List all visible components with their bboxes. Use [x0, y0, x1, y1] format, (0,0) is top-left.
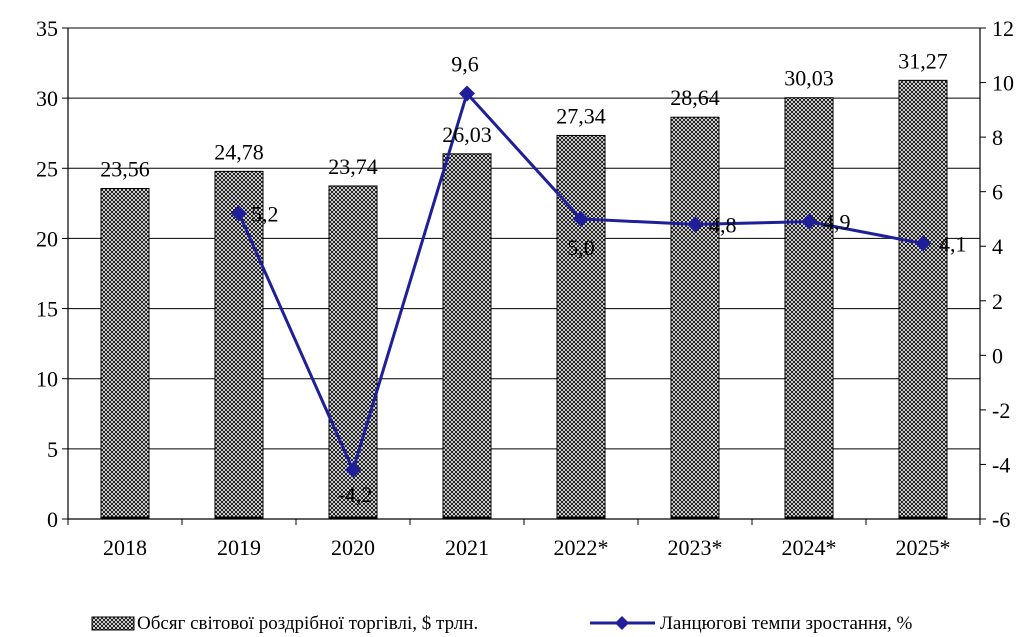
- bar: [100, 187, 150, 520]
- right-tick-label: 2: [992, 289, 1003, 314]
- x-tick-label: 2020: [331, 535, 375, 560]
- left-tick-label: 0: [47, 507, 58, 532]
- x-tick-label: 2023*: [668, 535, 723, 560]
- bar: [214, 170, 264, 520]
- x-tick-label: 2025*: [896, 535, 951, 560]
- left-tick-label: 20: [36, 226, 58, 251]
- left-tick-label: 10: [36, 367, 58, 392]
- bar: [898, 79, 948, 520]
- left-tick-label: 25: [36, 156, 58, 181]
- left-tick-label: 5: [47, 437, 58, 462]
- bar-value-label: 30,03: [784, 66, 834, 91]
- x-tick-label: 2019: [217, 535, 261, 560]
- line-marker: [231, 205, 247, 222]
- bar-value-label: 23,74: [328, 154, 378, 179]
- line-value-label: 4,9: [823, 210, 851, 235]
- bar: [670, 116, 720, 520]
- line-value-label: 5,0: [567, 235, 595, 260]
- bar-value-label: 27,34: [556, 103, 606, 128]
- right-tick-label: 6: [992, 180, 1003, 205]
- line-value-label: 9,6: [451, 51, 479, 76]
- right-tick-label: 12: [992, 16, 1014, 41]
- legend-swatch-bars: [91, 616, 135, 631]
- legend-label-bars: Обсяг світової роздрібної торгівлі, $ тр…: [137, 613, 478, 634]
- x-tick-label: 2022*: [554, 535, 609, 560]
- bar-value-label: 23,56: [100, 156, 150, 181]
- legend-label-line: Ланцюгові темпи зростання, %: [660, 613, 912, 634]
- x-tick-label: 2021: [445, 535, 489, 560]
- bar-value-label: 24,78: [214, 139, 264, 164]
- bar-value-label: 28,64: [670, 85, 720, 110]
- x-tick-label: 2024*: [782, 535, 837, 560]
- line-value-label: -4,2: [338, 482, 373, 507]
- bar-value-label: 26,03: [442, 122, 492, 147]
- line-marker: [915, 235, 931, 252]
- line-marker: [801, 213, 817, 230]
- right-tick-label: -6: [992, 507, 1010, 532]
- line-marker: [687, 216, 703, 233]
- line-marker: [573, 210, 589, 227]
- right-tick-label: -2: [992, 398, 1010, 423]
- line-value-label: 5,2: [251, 201, 279, 226]
- right-tick-label: 10: [992, 71, 1014, 96]
- right-tick-label: 8: [992, 125, 1003, 150]
- bar: [556, 134, 606, 520]
- line-value-label: 4,8: [709, 212, 737, 237]
- axes: 0 5 10 15 20 25 30 35 -6 -4 -2 0 2 4 6 8 10 12 2018 2019 202…: [36, 16, 1014, 560]
- bar-series: [100, 79, 948, 520]
- grid: [68, 27, 980, 450]
- line-value-label: 4,1: [939, 231, 967, 256]
- x-tick-label: 2018: [103, 535, 147, 560]
- legend-marker: [615, 616, 629, 630]
- line-marker: [459, 85, 475, 102]
- data-labels: 23,56 24,78 23,74 26,03 27,34 28,64 30,03 31,27…: [100, 48, 966, 507]
- bar: [442, 153, 492, 520]
- line-marker: [345, 461, 361, 478]
- left-tick-label: 35: [36, 16, 58, 41]
- line-series: [231, 85, 931, 478]
- right-tick-label: 4: [992, 234, 1003, 259]
- right-tick-label: -4: [992, 452, 1010, 477]
- left-tick-label: 15: [36, 297, 58, 322]
- legend: Обсяг світової роздрібної торгівлі, $ тр…: [91, 613, 912, 634]
- bar: [784, 97, 834, 520]
- right-tick-label: 0: [992, 343, 1003, 368]
- left-tick-label: 30: [36, 86, 58, 111]
- bar-value-label: 31,27: [898, 48, 948, 73]
